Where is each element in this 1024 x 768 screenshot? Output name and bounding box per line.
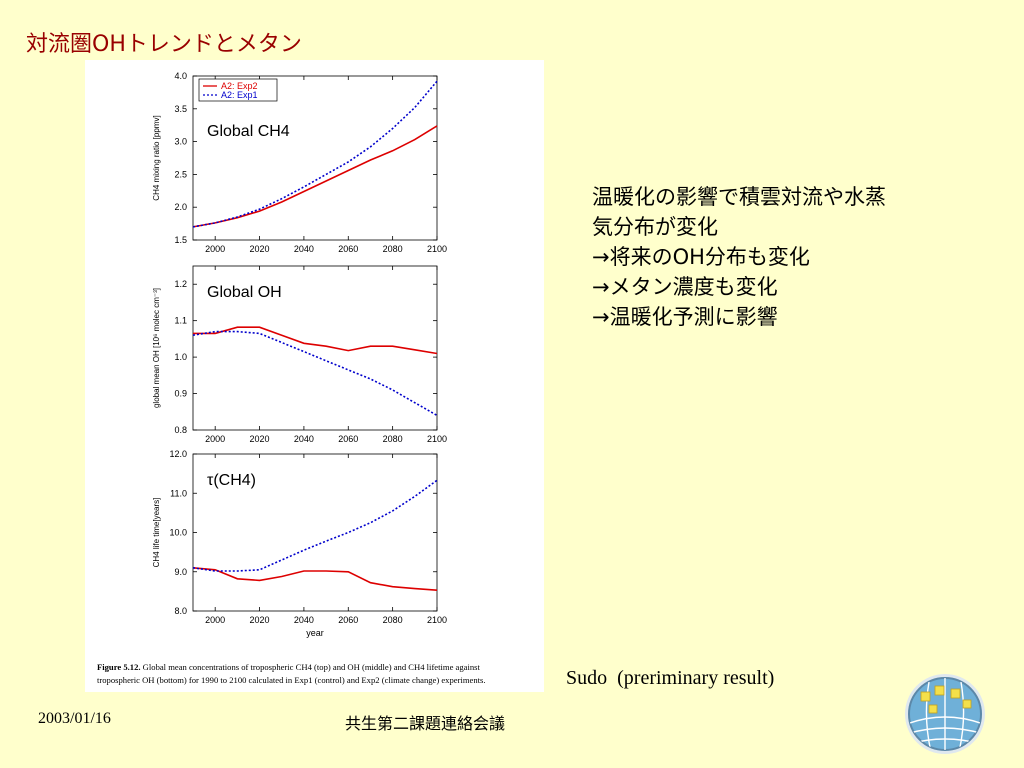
globe-logo-icon [903,672,987,756]
x-tick-label: 2040 [294,434,314,444]
figure-caption-line-2: tropospheric OH (bottom) for 1990 to 210… [97,675,486,685]
bullet-line: →温暖化予測に影響 [592,305,778,329]
panel-annotation: Global OH [207,284,282,301]
x-tick-label: 2000 [205,434,225,444]
slide-title: 対流圏OHトレンドとメタン [26,32,302,57]
x-tick-label: 2020 [250,244,270,254]
y-tick-label: 0.9 [174,389,187,399]
figure-caption-label: Figure 5.12. [97,662,143,672]
y-tick-label: 2.0 [174,202,187,212]
bullet-line: 温暖化の影響で積雲対流や水蒸 [592,185,886,209]
plot-frame [192,75,438,241]
bullet-line: 気分布が変化 [592,215,718,239]
y-tick-label: 1.5 [174,235,187,245]
y-tick-label: 11.0 [170,488,187,498]
panel-annotation: Global CH4 [207,123,290,140]
chart-figure: 2000 2020 2040 2060 2080 2100 1.5 2.0 2.5 3.0 3.5 4… [97,71,486,685]
y-tick-label: 1.1 [174,316,187,326]
series-line [192,479,438,572]
x-tick-label: 2000 [205,244,225,254]
y-tick-label: 2.5 [174,169,187,179]
x-tick-label: 2100 [427,434,447,444]
bullet-line: →将来のOH分布も変化 [592,245,810,269]
x-tick-label: 2100 [427,615,447,625]
x-tick-label: 2080 [383,434,403,444]
y-tick-label: 4.0 [174,71,187,81]
series-line [192,330,438,417]
y-tick-label: 9.0 [174,567,187,577]
x-tick-label: 2020 [250,434,270,444]
series-line [192,567,438,591]
x-tick-label: 2000 [205,615,225,625]
y-axis-label: CH4 mixing ratio [ppmv] [152,115,161,200]
y-tick-label: 3.5 [174,104,187,114]
x-tick-label: 2080 [383,615,403,625]
bullet-line: →メタン濃度も変化 [592,275,778,299]
y-tick-label: 8.0 [174,606,187,616]
x-tick-label: 2060 [338,434,358,444]
author-note: Sudo (preriminary result) [566,667,775,689]
y-tick-label: 1.2 [174,279,187,289]
x-tick-label: 2060 [338,244,358,254]
y-tick-label: 0.8 [174,425,187,435]
figure-panel: 2000 2020 2040 2060 2080 2100 1.5 2.0 2.5 3.0 3.5 4… [85,60,544,692]
x-tick-label: 2020 [250,615,270,625]
figure-caption-line-1: Figure 5.12. Global mean concentrations … [97,662,481,672]
x-tick-label: 2100 [427,244,447,254]
series-line [193,326,438,355]
y-axis-label: CH4 life time[years] [152,498,161,568]
legend-entry: A2: Exp2 [221,81,258,91]
y-tick-label: 10.0 [169,528,187,538]
y-tick-label: 1.0 [174,352,187,362]
x-tick-label: 2040 [294,244,314,254]
y-axis-label: global mean OH [10⁶ molec cm⁻³] [152,288,161,408]
legend-box [198,78,278,102]
x-tick-label: 2040 [294,615,314,625]
plot-frame [192,265,438,431]
footer-title: 共生第二課題連絡会議 [345,714,506,733]
x-tick-label: 2060 [338,615,358,625]
x-axis-label: year [306,628,324,638]
figure-caption-text: Global mean concentrations of tropospher… [143,662,481,672]
y-tick-label: 12.0 [169,449,187,459]
bullet-list: 温暖化の影響で積雲対流や水蒸 気分布が変化 →将来のOH分布も変化 →メタン濃度… [592,182,886,332]
y-tick-label: 3.0 [174,137,187,147]
series-line [192,80,438,228]
panel-annotation: τ(CH4) [207,472,256,489]
x-tick-label: 2080 [383,244,403,254]
series-line [192,125,438,228]
legend-entry: A2: Exp1 [221,90,258,100]
footer-date: 2003/01/16 [38,710,111,727]
